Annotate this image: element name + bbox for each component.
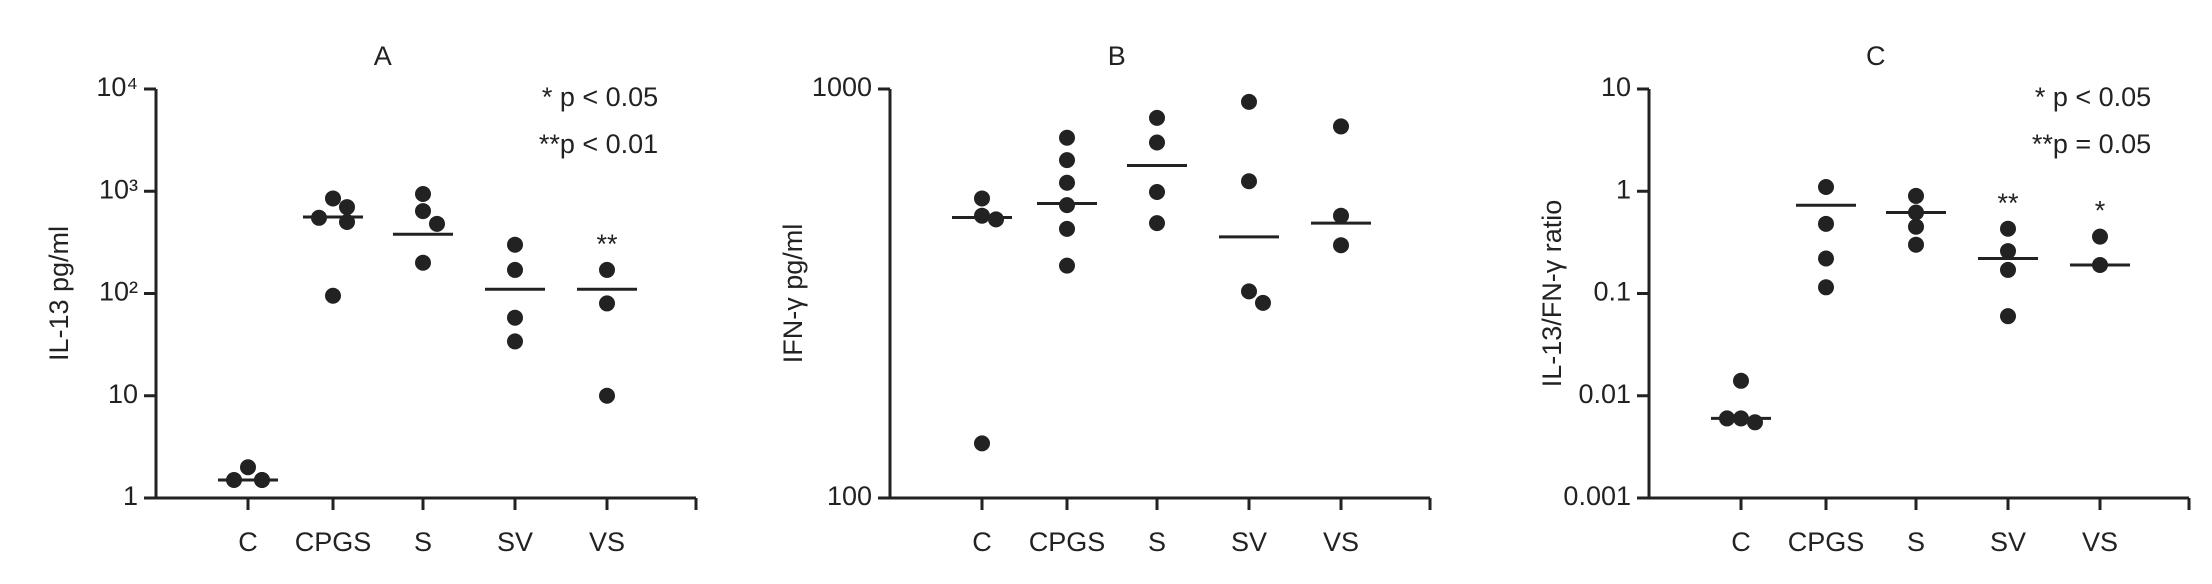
data-point xyxy=(1059,257,1075,274)
data-point xyxy=(2092,228,2108,245)
panel-title: B xyxy=(1108,41,1126,71)
data-point xyxy=(1149,215,1165,232)
data-point xyxy=(1333,237,1349,254)
y-tick-label: 0.001 xyxy=(1563,481,1631,511)
x-tick-label: CPGS xyxy=(1029,527,1106,557)
data-point xyxy=(1059,152,1075,169)
data-point xyxy=(507,333,523,350)
data-point xyxy=(1818,179,1834,196)
x-tick-label: VS xyxy=(589,527,625,557)
data-point xyxy=(240,459,256,476)
x-tick-label: S xyxy=(1148,527,1166,557)
y-tick-label: 0.01 xyxy=(1578,379,1631,409)
y-tick-label: 10 xyxy=(1601,72,1631,102)
data-point xyxy=(1149,109,1165,126)
data-point xyxy=(1818,250,1834,267)
data-point xyxy=(339,199,355,216)
data-point xyxy=(1333,118,1349,135)
y-tick-label: 1 xyxy=(1616,174,1631,204)
data-point xyxy=(1255,294,1271,311)
data-point xyxy=(1059,174,1075,191)
data-point xyxy=(325,287,341,304)
data-point xyxy=(507,309,523,326)
data-point xyxy=(429,215,445,232)
y-tick-label: 10² xyxy=(99,277,138,307)
x-tick-label: S xyxy=(414,527,432,557)
data-point xyxy=(599,295,615,312)
y-tick-label: 1 xyxy=(123,481,138,511)
x-tick-label: SV xyxy=(1231,527,1267,557)
annotation: * p < 0.05 xyxy=(2035,82,2151,112)
data-point xyxy=(988,211,1004,228)
x-tick-label: VS xyxy=(2082,527,2118,557)
annotation: **p < 0.01 xyxy=(539,129,658,159)
data-point xyxy=(1241,173,1257,190)
panel-title: A xyxy=(374,41,392,71)
data-point xyxy=(2000,261,2016,278)
x-tick-label: SV xyxy=(1990,527,2026,557)
data-point xyxy=(974,435,990,452)
y-tick-label: 0.1 xyxy=(1593,277,1631,307)
significance-mark: ** xyxy=(1997,188,2019,218)
panel-title: C xyxy=(1866,41,1886,71)
y-tick-label: 10³ xyxy=(99,174,138,204)
data-point xyxy=(415,185,431,202)
data-point xyxy=(2000,243,2016,260)
annotation: **p = 0.05 xyxy=(2032,129,2151,159)
data-point xyxy=(1241,283,1257,300)
data-point xyxy=(2000,308,2016,325)
data-point xyxy=(1908,218,1924,235)
data-point xyxy=(415,203,431,220)
data-point xyxy=(974,190,990,207)
data-point xyxy=(507,236,523,253)
y-tick-label: 10 xyxy=(108,379,138,409)
annotation: * p < 0.05 xyxy=(542,82,658,112)
data-point xyxy=(974,207,990,224)
data-point xyxy=(1149,183,1165,200)
y-tick-label: 10⁴ xyxy=(96,72,138,102)
x-tick-label: VS xyxy=(1323,527,1359,557)
x-tick-label: CPGS xyxy=(1788,527,1865,557)
data-point xyxy=(1333,207,1349,224)
data-point xyxy=(1908,187,1924,204)
data-point xyxy=(1747,414,1763,431)
data-point xyxy=(599,387,615,404)
data-point xyxy=(2000,220,2016,237)
x-tick-label: CPGS xyxy=(295,527,372,557)
data-point xyxy=(1059,220,1075,237)
y-axis-label: IL-13 pg/ml xyxy=(44,226,74,361)
y-axis-label: IL-13/FN-γ ratio xyxy=(1537,200,1567,388)
y-tick-label: 100 xyxy=(827,481,872,511)
data-point xyxy=(325,190,341,207)
data-point xyxy=(1059,197,1075,214)
y-axis-label: IFN-γ pg/ml xyxy=(778,224,808,364)
data-point xyxy=(1733,372,1749,389)
data-point xyxy=(1818,215,1834,232)
data-point xyxy=(1908,236,1924,253)
x-tick-label: S xyxy=(1907,527,1925,557)
data-point xyxy=(507,261,523,278)
significance-mark: * xyxy=(2095,196,2106,226)
significance-mark: ** xyxy=(596,229,618,259)
x-tick-label: C xyxy=(1731,527,1751,557)
data-point xyxy=(1818,279,1834,296)
data-point xyxy=(1059,129,1075,146)
x-tick-label: C xyxy=(238,527,258,557)
data-point xyxy=(599,261,615,278)
y-tick-label: 1000 xyxy=(812,72,872,102)
x-tick-label: C xyxy=(972,527,992,557)
data-point xyxy=(1241,93,1257,110)
data-point xyxy=(1149,134,1165,151)
data-point xyxy=(415,254,431,271)
x-tick-label: SV xyxy=(497,527,533,557)
